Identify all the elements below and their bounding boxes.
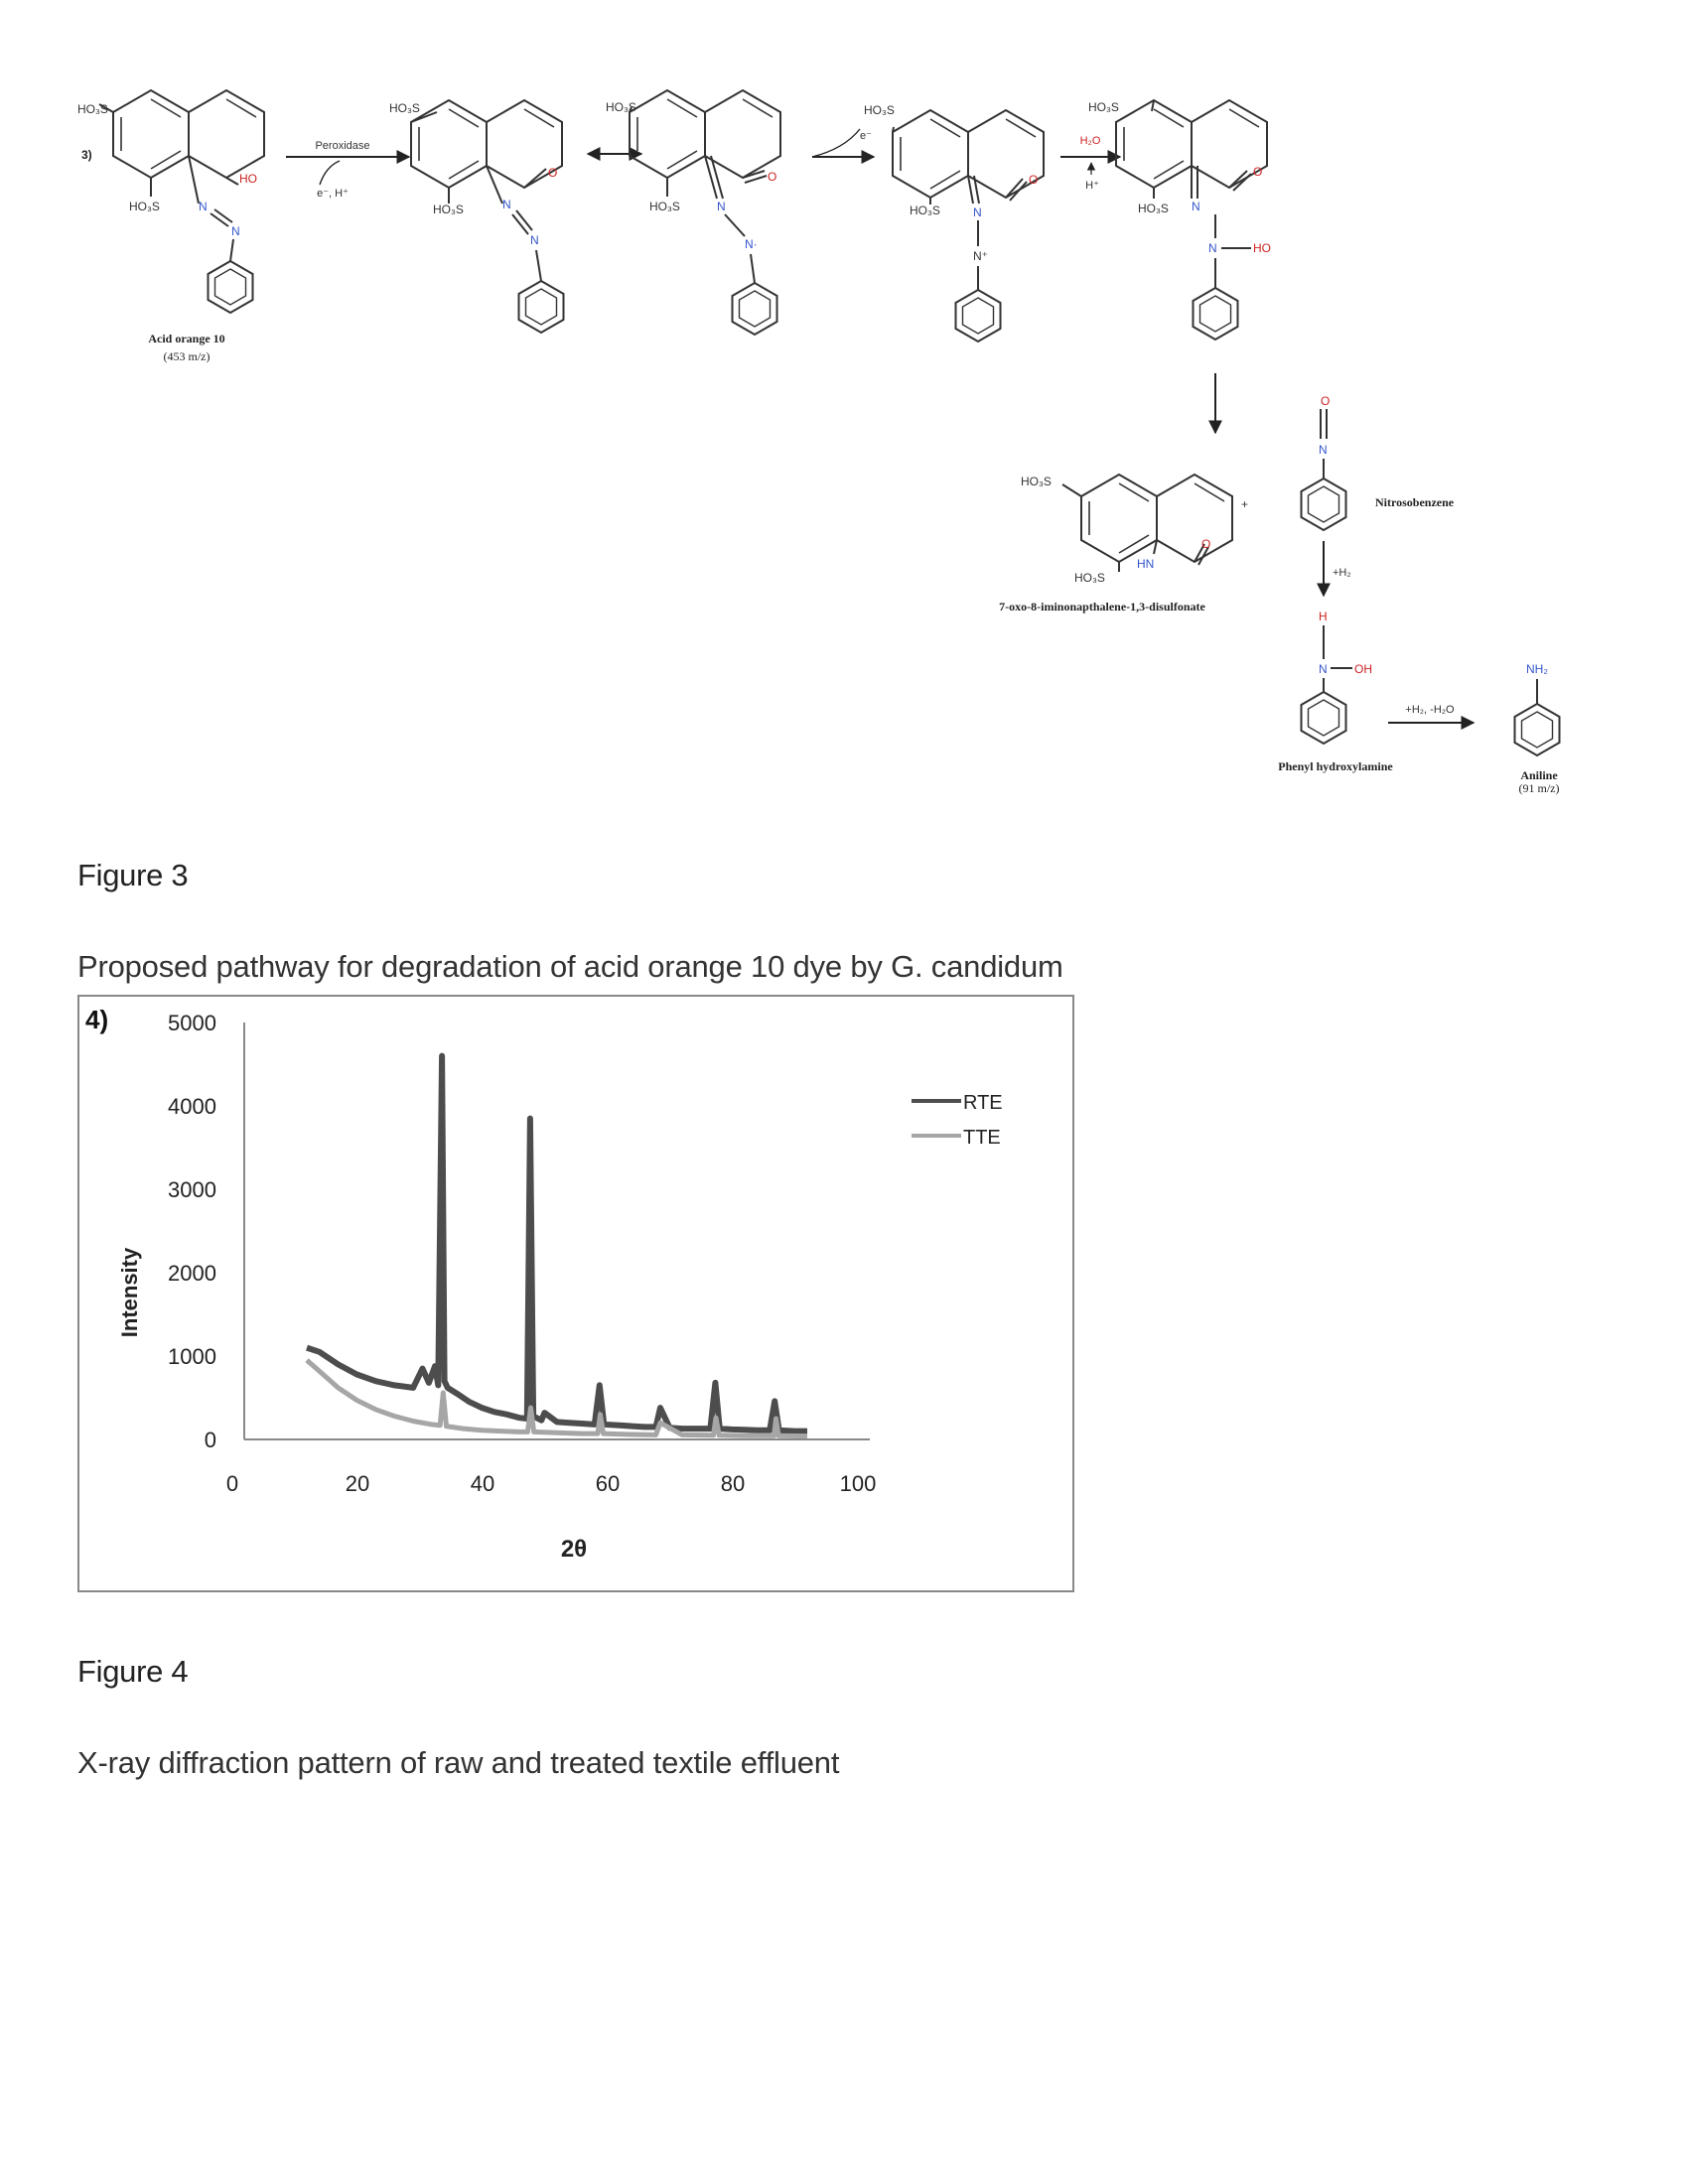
acid-orange-mz: (453 m/z): [164, 349, 211, 363]
compound-nitrosobenzene: O N Nitrosobenzene: [1300, 394, 1455, 531]
water-label: H₂O: [1080, 135, 1101, 147]
hydroxyl-label: HO: [239, 172, 257, 186]
nitroso-o-label: O: [1321, 394, 1330, 408]
acid-orange-name: Acid orange 10: [148, 332, 224, 345]
ho3s-label: HO₃S: [649, 200, 680, 213]
ho3s-label: HO₃S: [910, 204, 940, 217]
x-tick-label: 0: [226, 1471, 238, 1496]
xrd-chart: 4) Intensity 2θ 5000 4000 3000 2000 1000 00 20…: [77, 995, 1074, 1592]
ho3s-label: HO₃S: [1088, 100, 1119, 114]
chart-panel-label: 4): [85, 1005, 108, 1034]
nitrenium-label: N⁺: [973, 249, 988, 263]
y-axis-label: Intensity: [117, 1247, 142, 1337]
hydroxyl-label: OH: [1354, 662, 1372, 676]
aniline-name: Aniline: [1520, 768, 1558, 782]
figure3-panel-label: 3): [81, 148, 92, 162]
h2-label: +H₂: [1333, 567, 1351, 579]
proton-label: H⁺: [1085, 180, 1099, 192]
electron-proton-label: e⁻, H⁺: [317, 188, 349, 200]
x-axis-label: 2θ: [561, 1536, 587, 1563]
iminonaphthalene-name: 7-oxo-8-iminonapthalene-1,3-disulfonate: [999, 600, 1205, 614]
ho3s-label: HO₃S: [433, 203, 464, 216]
phenyl-hydroxylamine-name: Phenyl hydroxylamine: [1278, 759, 1393, 773]
ho3s-label: HO₃S: [1021, 475, 1052, 488]
electron-label: e⁻: [860, 130, 872, 142]
figure3-caption: Proposed pathway for degradation of acid…: [77, 949, 1063, 984]
plus-sign: +: [1241, 497, 1248, 511]
imine-n-label: N: [1192, 200, 1200, 213]
arrow-reduction-h2: +H₂: [1317, 541, 1351, 598]
compound-nitrenium: HO₃S HO₃S O N N⁺: [864, 103, 1045, 342]
arrow-peroxidase: Peroxidase e⁻, H⁺: [286, 140, 411, 200]
oxygen-label: O: [1029, 173, 1038, 187]
compound-acid-orange-10: HO₃S HO₃S HO N N Acid orange 10 (453 m/z…: [77, 89, 265, 363]
peroxidase-label: Peroxidase: [315, 140, 369, 152]
compound-nitrogen-radical: HO₃S HO₃S O N N·: [606, 89, 781, 336]
arrow-hydration: H₂O H⁺: [1060, 135, 1122, 192]
figure4-caption: X-ray diffraction pattern of raw and tre…: [77, 1745, 840, 1780]
oxygen-label: O: [768, 170, 776, 184]
y-tick-label: 0: [205, 1428, 216, 1452]
compound-phenoxy-radical: HO₃S HO₃S O N N: [389, 99, 565, 334]
y-tick-label: 2000: [168, 1261, 216, 1286]
imine-n-label: N: [973, 205, 982, 219]
hydroxylamine-h-label: H: [1319, 610, 1328, 623]
chart-axes: [243, 1023, 870, 1440]
ho3s-label: HO₃S: [606, 100, 636, 114]
x-tick-label: 40: [471, 1471, 494, 1496]
hydrazine-n-label: N: [1208, 241, 1217, 255]
azo-n2-label: N: [530, 233, 539, 247]
oxygen-label: O: [1253, 165, 1262, 179]
chart-ticks: 5000 4000 3000 2000 1000 00 20 40 60 80 100: [168, 1011, 876, 1496]
nitroso-n-label: N: [1319, 443, 1328, 457]
chart-series: [305, 1052, 808, 1439]
y-tick-label: 1000: [168, 1344, 216, 1369]
chart-legend: RTE TTE: [912, 1092, 1003, 1149]
azo-n1-label: N: [502, 198, 511, 211]
hydroxylamine-n-label: N: [1319, 662, 1328, 676]
compound-iminonaphthalene: HO₃S HO₃S O HN 7-oxo-8-iminonapthalene-1…: [999, 474, 1233, 614]
azo-n1-label: N: [199, 200, 208, 213]
arrow-aniline: +H₂, -H₂O: [1388, 704, 1476, 730]
imine-n-label: N: [717, 200, 726, 213]
compound-phenyl-hydroxylamine: H N OH Phenyl hydroxylamine: [1278, 610, 1393, 773]
aniline-mz: (91 m/z): [1519, 781, 1560, 795]
hydroxyl-label: HO: [1253, 241, 1271, 255]
azo-n2-label: N: [231, 224, 240, 238]
ho3s-label: HO₃S: [1138, 202, 1169, 215]
ho3s-label: HO₃S: [389, 101, 420, 115]
amine-label: NH₂: [1526, 662, 1548, 676]
ho3s-label: HO₃S: [1074, 571, 1105, 585]
ho3s-label: HO₃S: [129, 200, 160, 213]
oxygen-radical-label: O: [548, 166, 557, 180]
h2-water-label: +H₂, -H₂O: [1405, 704, 1455, 716]
x-tick-label: 100: [840, 1471, 877, 1496]
figure3-title: Figure 3: [77, 858, 189, 892]
x-tick-label: 20: [346, 1471, 369, 1496]
imine-hn-label: HN: [1137, 557, 1154, 571]
oxygen-label: O: [1201, 537, 1210, 551]
compound-hydroxy-hydrazine: HO₃S HO₃S O N N HO: [1088, 99, 1271, 341]
compound-aniline: NH₂ Aniline (91 m/z): [1513, 662, 1561, 795]
legend-label-rte: RTE: [963, 1092, 1003, 1114]
chart-frame: [77, 995, 1074, 1592]
figure3-pathway: 3) HO₃S HO₃S HO N N Acid orange 10 (453 …: [77, 89, 1561, 795]
n-radical-label: N·: [745, 237, 758, 251]
series-line-tte: [305, 1358, 808, 1439]
x-tick-label: 80: [721, 1471, 745, 1496]
legend-label-tte: TTE: [963, 1127, 1001, 1149]
ho3s-label: HO₃S: [864, 103, 895, 117]
figure4-title: Figure 4: [77, 1654, 189, 1689]
y-tick-label: 4000: [168, 1094, 216, 1119]
nitrosobenzene-name: Nitrosobenzene: [1375, 495, 1455, 509]
y-tick-label: 3000: [168, 1177, 216, 1202]
y-tick-label: 5000: [168, 1011, 216, 1035]
x-tick-label: 60: [596, 1471, 620, 1496]
ho3s-label: HO₃S: [77, 102, 108, 116]
arrow-electron: e⁻: [811, 128, 876, 164]
